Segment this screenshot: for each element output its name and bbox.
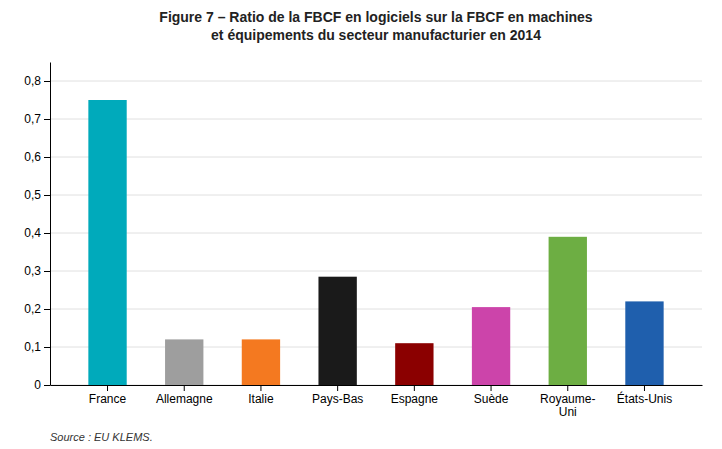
y-tick: 0,1: [24, 340, 50, 354]
grid-line: [50, 157, 702, 158]
x-tick-label-line: Uni: [559, 405, 577, 419]
x-tick: États-Unis: [617, 385, 672, 406]
y-tick: 0,3: [24, 264, 50, 278]
x-tick-mark: [107, 385, 108, 391]
x-tick-label-line: Royaume-: [540, 392, 595, 406]
y-tick-label: 0,3: [24, 264, 41, 278]
x-tick: Italie: [248, 385, 274, 406]
y-tick-label: 0,6: [24, 150, 41, 164]
x-tick-label: Suède: [474, 392, 509, 406]
grid-line: [50, 347, 702, 348]
y-tick-mark: [44, 309, 50, 310]
x-tick-label: Italie: [248, 392, 274, 406]
bars: [88, 100, 663, 385]
x-tick-mark: [644, 385, 645, 391]
y-tick-mark: [44, 385, 50, 386]
grid-line: [50, 119, 702, 120]
bar: [549, 237, 587, 385]
y-tick-mark: [44, 119, 50, 120]
grid-line: [50, 195, 702, 196]
x-tick-label-line: Italie: [248, 392, 274, 406]
source: Source : EU KLEMS.: [50, 431, 153, 443]
y-tick: 0,2: [24, 302, 50, 316]
x-tick-mark: [414, 385, 415, 391]
y-tick: 0,8: [24, 74, 50, 88]
chart-container: 0 0,1 0,2 0,3 0,4 0,5 0,6 0,7 0,8 France Allemagne…: [0, 0, 722, 449]
bar: [395, 343, 433, 385]
title-line: Figure 7 – Ratio de la FBCF en logiciels…: [159, 9, 593, 25]
grid-line: [50, 309, 702, 310]
y-tick-label: 0,7: [24, 112, 41, 126]
bar: [88, 100, 126, 385]
y-tick-mark: [44, 347, 50, 348]
x-tick-mark: [184, 385, 185, 391]
x-tick-label: États-Unis: [617, 391, 672, 406]
x-axis-line: [51, 385, 703, 386]
y-axis-line: [50, 63, 51, 386]
y-tick: 0,4: [24, 226, 50, 240]
grid-line: [50, 385, 702, 386]
y-tick: 0: [34, 378, 50, 392]
bar: [318, 277, 356, 385]
x-tick-mark: [491, 385, 492, 391]
y-tick-label: 0: [34, 378, 41, 392]
bar: [472, 307, 510, 385]
y-tick: 0,7: [24, 112, 50, 126]
title: Figure 7 – Ratio de la FBCF en logiciels…: [159, 9, 593, 43]
x-tick-label-line: Suède: [474, 392, 509, 406]
y-tick-label: 0,1: [24, 340, 41, 354]
x-tick-mark: [260, 385, 261, 391]
x-tick-label: Allemagne: [156, 392, 213, 406]
title-line: et équipements du secteur manufacturier …: [211, 27, 541, 43]
grid-line: [50, 233, 702, 234]
bar: [625, 301, 663, 385]
x-tick-label-line: Pays-Bas: [312, 392, 363, 406]
x-tick-label: Espagne: [391, 392, 439, 406]
y-tick-mark: [44, 81, 50, 82]
x-tick: France: [89, 385, 127, 406]
x-tick: Allemagne: [156, 385, 213, 406]
plot-area: 0 0,1 0,2 0,3 0,4 0,5 0,6 0,7 0,8 France Allemagne…: [24, 63, 702, 420]
bar: [165, 339, 203, 385]
y-tick: 0,6: [24, 150, 50, 164]
y-tick: 0,5: [24, 188, 50, 202]
x-tick-label-line: France: [89, 392, 127, 406]
chart-svg: 0 0,1 0,2 0,3 0,4 0,5 0,6 0,7 0,8 France Allemagne…: [0, 0, 722, 449]
y-axis: 0 0,1 0,2 0,3 0,4 0,5 0,6 0,7 0,8: [24, 63, 50, 393]
x-tick: Royaume-Uni: [540, 385, 595, 419]
x-tick-label-line: Allemagne: [156, 392, 213, 406]
x-tick-label-line: Espagne: [391, 392, 439, 406]
x-tick-mark: [337, 385, 338, 391]
y-tick-mark: [44, 195, 50, 196]
grid-line: [50, 81, 702, 82]
y-tick-mark: [44, 157, 50, 158]
grid: [50, 81, 702, 385]
y-tick-mark: [44, 233, 50, 234]
x-tick-label: France: [89, 392, 127, 406]
grid-line: [50, 271, 702, 272]
y-tick-label: 0,8: [24, 74, 41, 88]
x-tick-label-line: États-Unis: [617, 391, 672, 406]
bar: [242, 339, 280, 385]
y-tick-label: 0,2: [24, 302, 41, 316]
x-tick-label: Royaume-Uni: [540, 392, 595, 420]
x-tick: Suède: [474, 385, 509, 406]
y-tick-label: 0,4: [24, 226, 41, 240]
x-tick: Espagne: [391, 385, 439, 406]
y-tick-mark: [44, 271, 50, 272]
x-tick: Pays-Bas: [312, 385, 363, 406]
x-tick-label: Pays-Bas: [312, 392, 363, 406]
y-tick-label: 0,5: [24, 188, 41, 202]
x-tick-mark: [567, 385, 568, 391]
x-axis: France Allemagne Italie Pays-Bas Espagne Suèd…: [51, 385, 703, 419]
